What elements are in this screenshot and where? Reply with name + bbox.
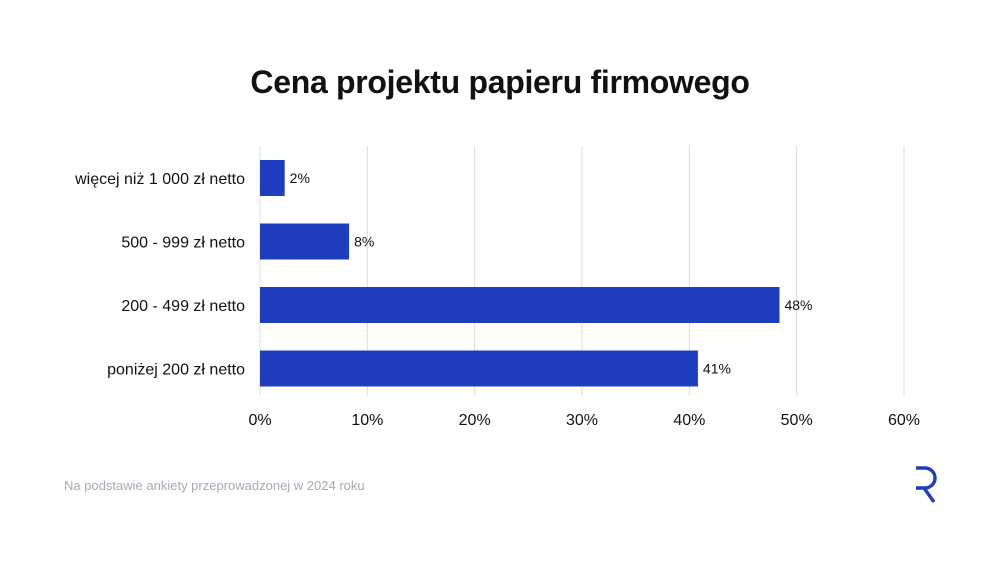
x-tick-label: 20% bbox=[459, 412, 491, 429]
x-axis-ticks: 0% 10% 20% 30% 40% 50% 60% bbox=[248, 412, 920, 429]
r-brand-logo-icon bbox=[916, 466, 937, 503]
category-label: poniżej 200 zł netto bbox=[107, 362, 245, 379]
x-tick-label: 60% bbox=[888, 412, 920, 429]
x-tick-label: 50% bbox=[781, 412, 813, 429]
bar bbox=[260, 160, 285, 196]
x-tick-label: 40% bbox=[673, 412, 705, 429]
x-tick-label: 30% bbox=[566, 412, 598, 429]
category-labels: więcej niż 1 000 zł netto 500 - 999 zł ne… bbox=[74, 171, 245, 379]
bar bbox=[260, 223, 350, 260]
bar bbox=[260, 350, 698, 387]
category-label: więcej niż 1 000 zł netto bbox=[74, 171, 245, 188]
chart-title: Cena projektu papieru firmowego bbox=[250, 64, 750, 100]
category-label: 500 - 999 zł netto bbox=[121, 235, 245, 252]
data-label: 48% bbox=[784, 297, 812, 313]
category-label: 200 - 499 zł netto bbox=[121, 298, 245, 315]
data-labels: 2% 8% 48% 41% bbox=[290, 170, 813, 377]
x-tick-label: 0% bbox=[248, 412, 271, 429]
bar bbox=[260, 287, 780, 323]
bars bbox=[260, 160, 780, 387]
data-label: 8% bbox=[354, 234, 374, 250]
x-tick-label: 10% bbox=[351, 412, 383, 429]
data-label: 2% bbox=[290, 170, 310, 186]
source-note: Na podstawie ankiety przeprowadzonej w 2… bbox=[64, 478, 365, 493]
data-label: 41% bbox=[703, 361, 731, 377]
